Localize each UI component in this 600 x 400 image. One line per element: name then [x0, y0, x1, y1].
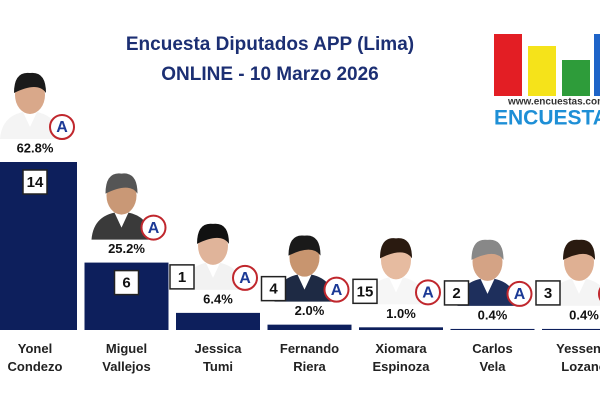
- party-label: A: [239, 270, 251, 287]
- candidate-photo: [457, 239, 518, 306]
- logo-name: ENCUESTA: [494, 107, 600, 130]
- value-label: 1.0%: [386, 306, 416, 321]
- candidate-number: 2: [452, 285, 460, 302]
- photo-hair: [197, 223, 229, 244]
- photo-hair: [380, 238, 412, 259]
- party-label: A: [331, 282, 343, 299]
- x-tick-label: Fernando Riera: [280, 341, 339, 374]
- number-box: [260, 275, 287, 302]
- value-label: 2.0%: [295, 303, 325, 318]
- value-label: 0.4%: [478, 307, 508, 322]
- value-label: 0.4%: [569, 307, 599, 322]
- candidate-number: 1: [178, 269, 186, 286]
- logo-url: www.encuestas.com.p: [507, 97, 600, 108]
- logo: www.encuestas.com.p ENCUESTA: [494, 34, 600, 130]
- photo-hair: [471, 239, 504, 260]
- photo-collar: [114, 212, 129, 228]
- photo-collar: [297, 274, 312, 290]
- party-logo: [49, 114, 75, 140]
- x-tick-label: Miguel Vallejos: [102, 341, 150, 374]
- number-box: [535, 280, 561, 306]
- candidate-photo: [366, 238, 426, 305]
- logo-bar: [562, 60, 590, 96]
- bar: [267, 324, 352, 330]
- candidate-photo: [549, 239, 600, 306]
- logo-bar: [528, 46, 556, 96]
- party-logo: [506, 280, 533, 307]
- x-tick-label: Jessica Tumi: [195, 341, 243, 374]
- value-label: 6.4%: [203, 291, 233, 306]
- bar: [176, 312, 260, 330]
- photo-hair: [563, 239, 595, 260]
- photo-collar: [572, 278, 586, 294]
- candidate-photo: [0, 72, 60, 139]
- photo-collar: [389, 277, 403, 293]
- bar: [542, 328, 600, 330]
- logo-bar: [594, 34, 600, 96]
- photo-collar: [206, 262, 220, 278]
- x-tick-label: Yonel Condezo: [8, 341, 63, 374]
- party-logo: [232, 264, 258, 291]
- number-box: [443, 280, 470, 306]
- chart-subtitle: ONLINE - 10 Marzo 2026: [161, 64, 379, 85]
- candidate-photo: [183, 223, 243, 290]
- party-logo: [323, 276, 350, 303]
- logo-bar: [494, 34, 522, 96]
- photo-hair: [288, 235, 321, 256]
- candidate-number: 6: [122, 275, 130, 292]
- x-tick-label: Xiomara Espinoza: [372, 341, 430, 374]
- candidate-number: 15: [357, 283, 374, 300]
- party-label: A: [148, 220, 160, 237]
- photo-collar: [23, 112, 37, 127]
- candidate-number: 14: [27, 174, 44, 191]
- party-logo: [415, 279, 441, 306]
- chart-title: Encuesta Diputados APP (Lima): [126, 34, 414, 55]
- candidate-number: 4: [269, 281, 278, 298]
- party-label: A: [56, 119, 68, 136]
- photo-hair: [105, 173, 138, 194]
- value-label: 62.8%: [17, 140, 54, 155]
- candidate-number: 3: [544, 285, 552, 302]
- photo-torso: [549, 277, 600, 306]
- bar: [359, 327, 443, 330]
- photo-hair: [14, 72, 46, 93]
- number-box: [22, 169, 48, 195]
- value-label: 25.2%: [108, 241, 145, 256]
- bar: [450, 328, 535, 330]
- party-label: A: [422, 285, 434, 302]
- candidate-photo: [274, 235, 335, 302]
- party-label: A: [514, 286, 526, 303]
- party-logo: [140, 214, 167, 241]
- number-box: [169, 264, 195, 290]
- number-box: [352, 278, 378, 305]
- photo-collar: [480, 278, 495, 294]
- number-box: [113, 269, 140, 296]
- x-tick-label: YesseniaLozano: [556, 341, 600, 374]
- candidate-photo: [91, 173, 152, 240]
- x-tick-label: Carlos Vela: [472, 341, 512, 374]
